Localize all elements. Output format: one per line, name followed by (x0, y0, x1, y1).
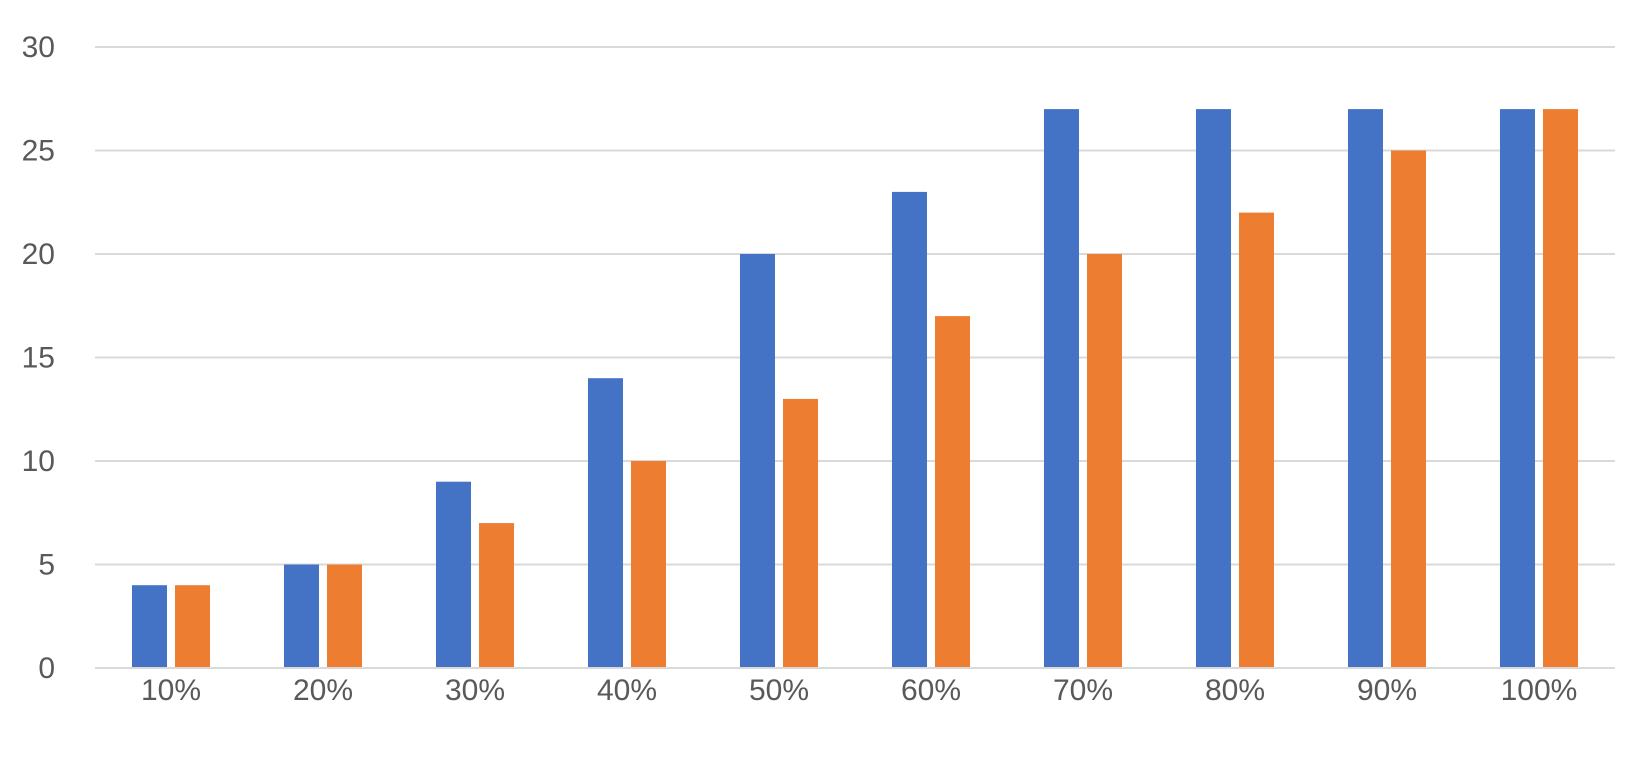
bar-series-1-10pct (132, 585, 167, 668)
bars (132, 109, 1578, 669)
x-tick-label: 30% (445, 674, 505, 707)
x-tick-label: 10% (141, 674, 201, 707)
y-axis-tick-labels: 0 5 10 15 20 25 30 (22, 31, 55, 685)
bar-series-1-30pct (436, 481, 471, 668)
bar-series-2-30pct (479, 523, 514, 668)
y-tick-label: 5 (38, 549, 55, 582)
gridlines (95, 46, 1615, 566)
bar-series-1-90pct (1348, 109, 1383, 669)
y-tick-label: 15 (22, 342, 55, 375)
x-axis-tick-labels: 10% 20% 30% 40% 50% 60% 70% 80% 90% 100% (141, 674, 1577, 707)
y-tick-label: 30 (22, 31, 55, 64)
x-tick-label: 40% (597, 674, 657, 707)
bar-series-1-60pct (892, 191, 927, 668)
bar-series-2-60pct (935, 316, 970, 668)
bar-series-1-50pct (740, 254, 775, 668)
bar-series-1-40pct (588, 378, 623, 668)
bar-series-1-70pct (1044, 109, 1079, 669)
bar-series-2-90pct (1391, 150, 1426, 668)
x-tick-label: 80% (1205, 674, 1265, 707)
bar-series-2-10pct (175, 585, 210, 668)
bar-series-1-100pct (1500, 109, 1535, 669)
x-tick-label: 20% (293, 674, 353, 707)
x-tick-label: 50% (749, 674, 809, 707)
y-tick-label: 0 (38, 652, 55, 685)
bar-series-2-20pct (327, 564, 362, 668)
y-tick-label: 20 (22, 238, 55, 271)
x-tick-label: 70% (1053, 674, 1113, 707)
bar-series-2-40pct (631, 461, 666, 668)
bar-series-2-80pct (1239, 212, 1274, 668)
x-tick-label: 60% (901, 674, 961, 707)
bar-series-2-100pct (1543, 109, 1578, 669)
bar-series-2-50pct (783, 398, 818, 668)
y-tick-label: 10 (22, 445, 55, 478)
bar-series-1-80pct (1196, 109, 1231, 669)
x-tick-label: 90% (1357, 674, 1417, 707)
x-tick-label: 100% (1501, 674, 1578, 707)
bar-series-1-20pct (284, 564, 319, 668)
y-tick-label: 25 (22, 135, 55, 168)
bar-series-2-70pct (1087, 254, 1122, 668)
